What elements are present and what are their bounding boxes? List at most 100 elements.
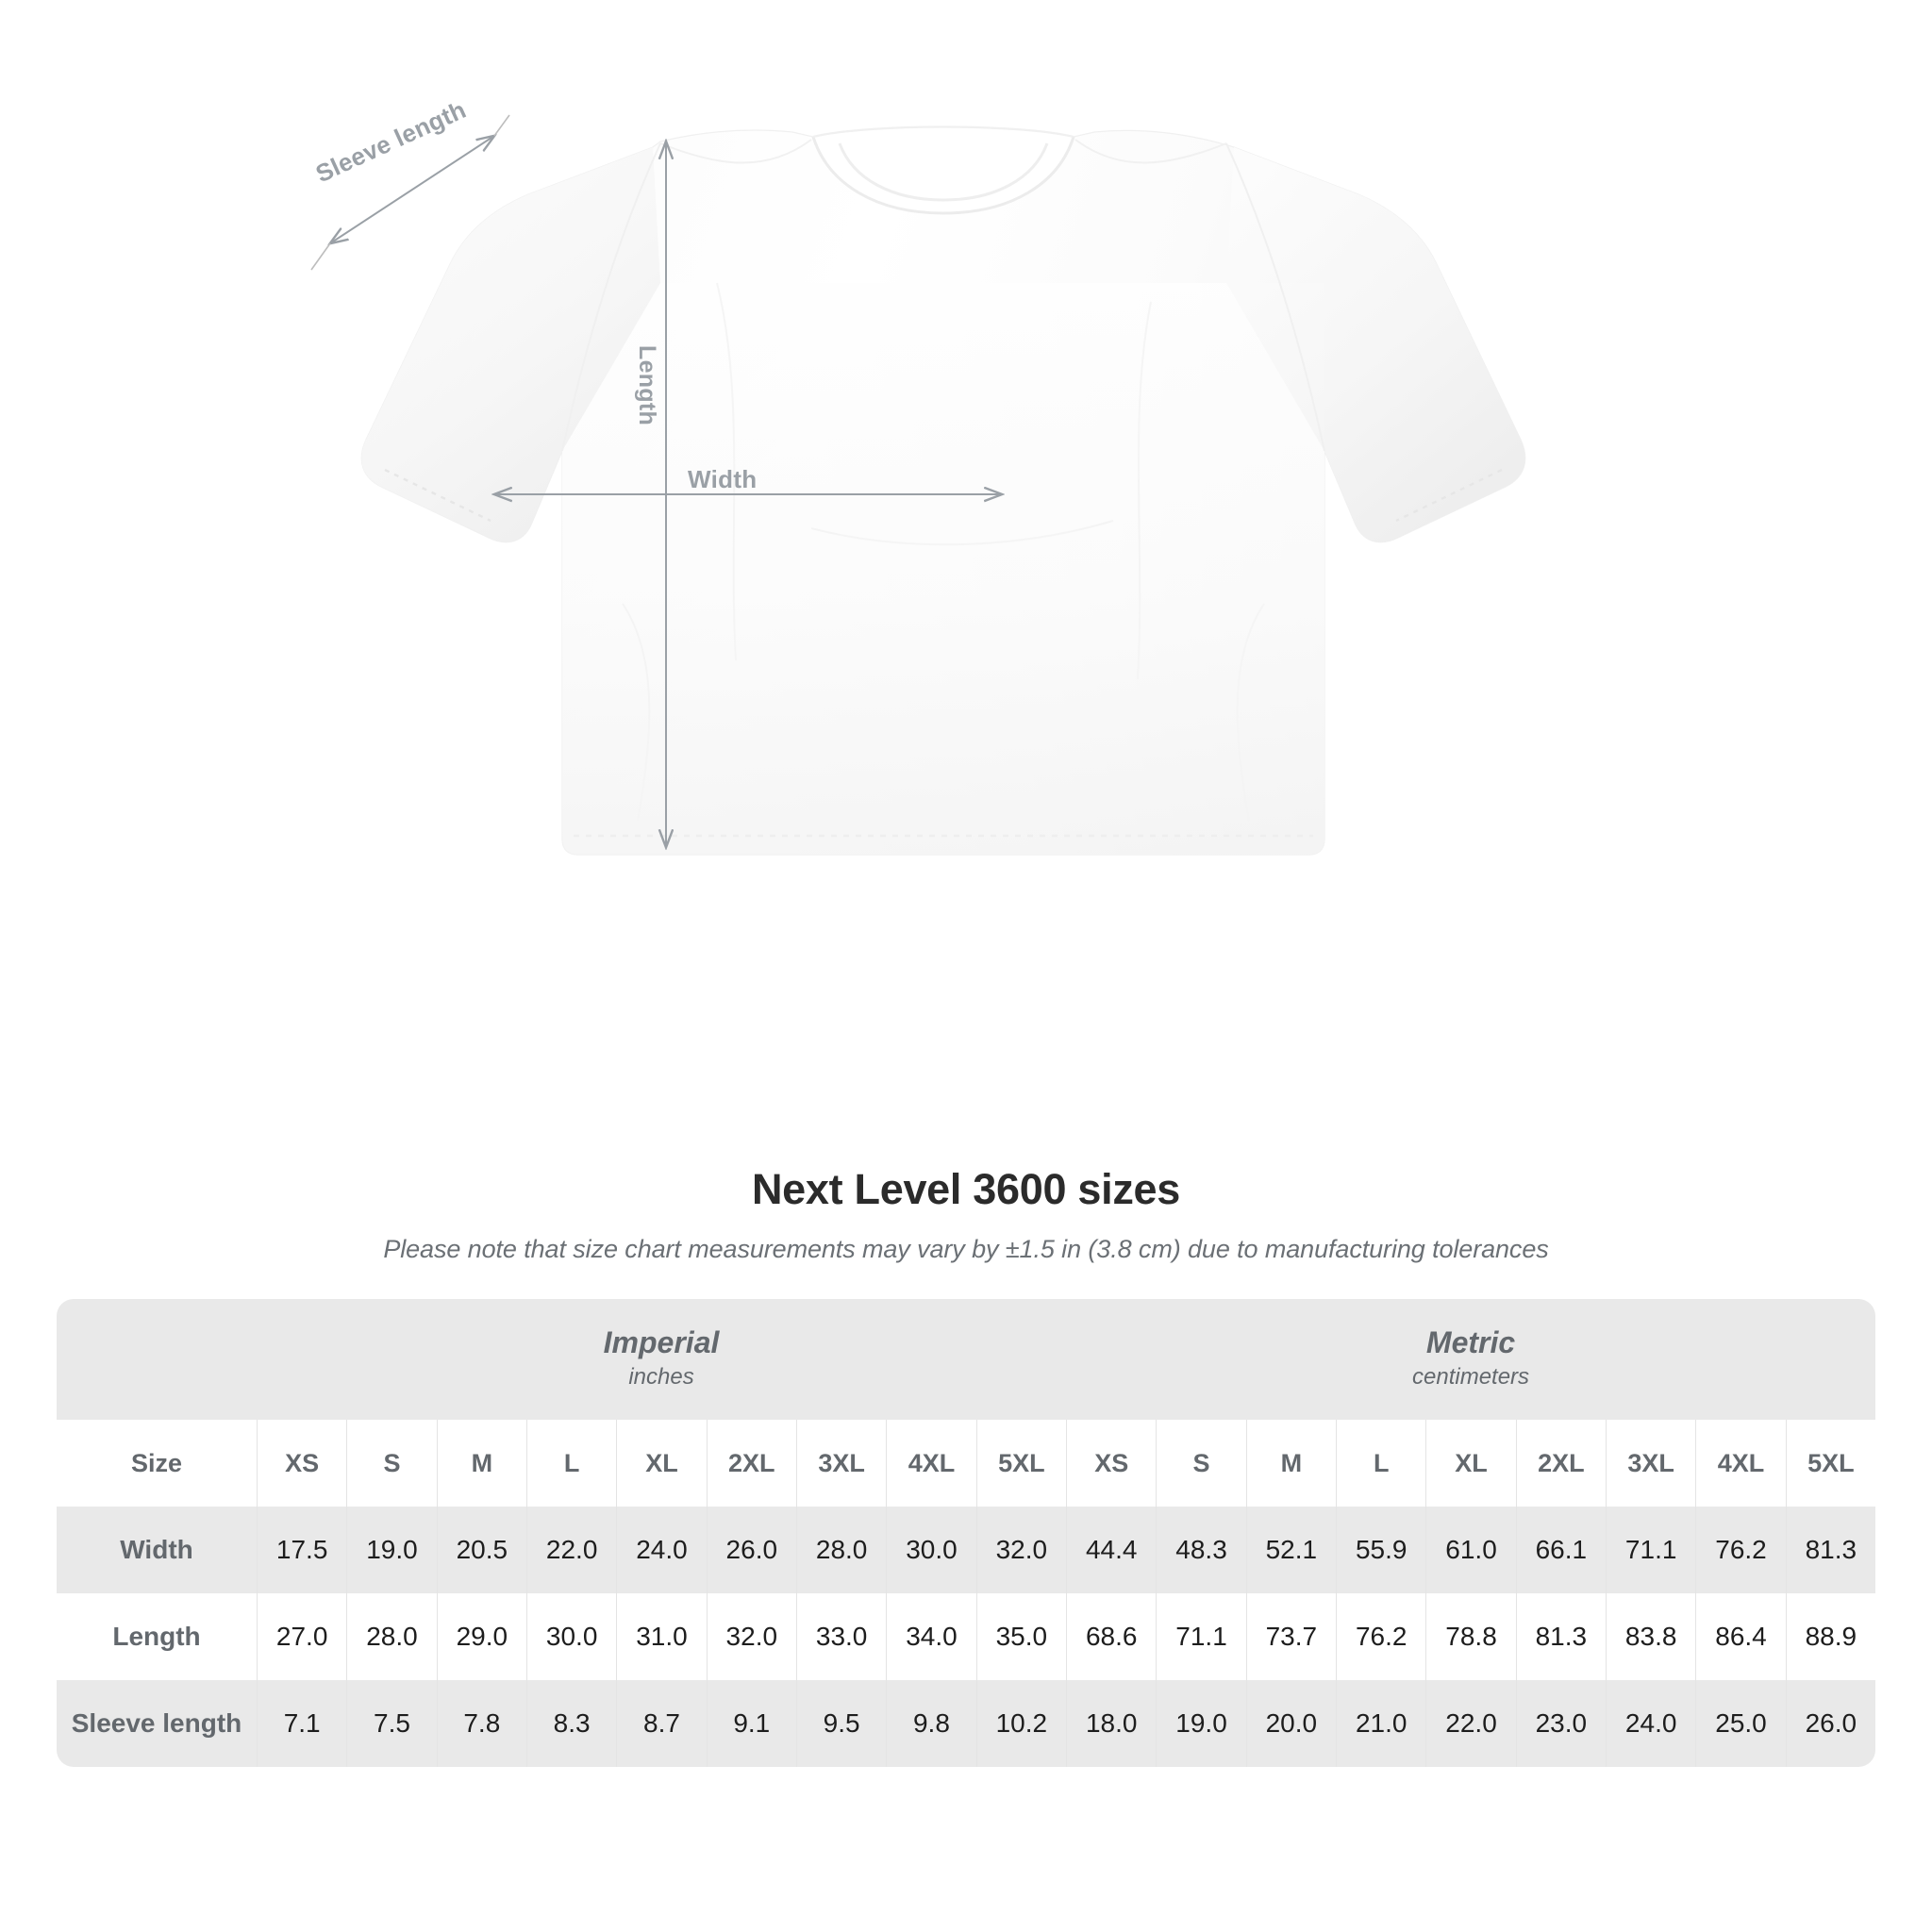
tshirt-illustration-svg [310,114,1526,856]
measurement-cell: 23.0 [1515,1680,1607,1767]
measurement-cell: 8.7 [616,1680,707,1767]
table-row: Length 27.0 28.0 29.0 30.0 31.0 32.0 33.0 34.0 35… [57,1593,1876,1680]
measurement-cell: 52.1 [1245,1507,1337,1593]
size-column-header: M [1245,1420,1337,1507]
measurement-cell: 7.5 [346,1680,437,1767]
size-column-header: 2XL [1515,1420,1607,1507]
tshirt-diagram: Sleeve length Length Width [310,95,1526,856]
size-column-header: XS [257,1420,347,1507]
measurement-cell: 68.6 [1066,1593,1157,1680]
length-label: Length [634,345,660,426]
unit-header-imperial: Imperial inches [257,1299,1067,1420]
measurement-cell: 21.0 [1336,1680,1426,1767]
unit-header-row: Imperial inches Metric centimeters [57,1299,1876,1420]
unit-subtitle: centimeters [1412,1364,1530,1391]
measurement-cell: 9.1 [706,1680,796,1767]
measurement-cell: 28.0 [795,1507,887,1593]
unit-name: Imperial [603,1325,720,1360]
measurement-cell: 20.5 [436,1507,526,1593]
measurement-cell: 18.0 [1066,1680,1157,1767]
measurement-cell: 19.0 [1156,1680,1246,1767]
size-column-header: XL [616,1420,707,1507]
measurement-cell: 26.0 [706,1507,796,1593]
size-column-header: 3XL [1606,1420,1696,1507]
measurement-cell: 26.0 [1785,1680,1876,1767]
left-shoulder-seam [659,139,812,164]
measurement-cell: 88.9 [1785,1593,1876,1680]
measurement-cell: 81.3 [1785,1507,1876,1593]
measurement-cell: 33.0 [795,1593,887,1680]
measurement-cell: 81.3 [1515,1593,1607,1680]
unit-header-spacer [57,1299,257,1420]
measurement-cell: 48.3 [1156,1507,1246,1593]
unit-name: Metric [1425,1325,1516,1360]
torso-shading [562,283,1324,855]
sleeve-extension-lower [310,242,331,271]
measurement-row-label: Sleeve length [57,1680,257,1767]
measurement-cell: 8.3 [525,1680,617,1767]
measurement-cell: 44.4 [1066,1507,1157,1593]
measurement-cell: 25.0 [1695,1680,1786,1767]
measurement-cell: 30.0 [886,1507,976,1593]
left-armhole-seam [561,142,661,452]
right-shoulder-seam [1074,139,1227,164]
table-row: Width 17.5 19.0 20.5 22.0 24.0 26.0 28.0 30.0 32.… [57,1507,1876,1593]
left-sleeve-shading [361,147,660,542]
right-armhole-seam [1225,142,1325,452]
right-sleeve-hem [1395,468,1503,523]
size-column-header: 2XL [706,1420,796,1507]
size-column-header: M [436,1420,526,1507]
tshirt-shape [360,125,1526,856]
measurement-cell: 76.2 [1336,1593,1426,1680]
measurement-cell: 66.1 [1515,1507,1607,1593]
size-header-row: Size XS S M L XL 2XL 3XL 4XL 5XL XS S M L XL 2XL 3XL 4XL 5… [57,1420,1876,1507]
measurement-cell: 28.0 [346,1593,437,1680]
measurement-cell: 17.5 [257,1507,347,1593]
width-label: Width [688,465,758,493]
measurement-cell: 35.0 [975,1593,1067,1680]
collar-inner [838,142,1049,202]
measurement-cell: 22.0 [1425,1680,1516,1767]
size-column-header: XS [1066,1420,1157,1507]
measurement-row-label: Width [57,1507,257,1593]
table-row: Sleeve length 7.1 7.5 7.8 8.3 8.7 9.1 9.5 9.8 10.… [57,1680,1876,1767]
neck-tape [812,125,1074,139]
sleeve-extension-upper [493,114,510,137]
size-chart-table: Imperial inches Metric centimeters Size XS S M L… [57,1299,1876,1767]
left-sleeve-hem [384,468,491,523]
measurement-cell: 9.5 [795,1680,887,1767]
size-column-header: 5XL [1785,1420,1876,1507]
right-sleeve-shading [1226,147,1525,542]
measurement-cell: 71.1 [1156,1593,1246,1680]
measurement-cell: 71.1 [1606,1507,1696,1593]
size-column-header: 4XL [1695,1420,1786,1507]
measurement-cell: 24.0 [616,1507,707,1593]
measurement-cell: 19.0 [346,1507,437,1593]
measurement-cell: 7.1 [257,1680,347,1767]
measurement-cell: 9.8 [886,1680,976,1767]
measurement-cell: 34.0 [886,1593,976,1680]
size-column-header: 3XL [795,1420,887,1507]
sleeve-length-arrow [330,136,494,243]
size-column-header: S [1156,1420,1246,1507]
measurement-cell: 29.0 [436,1593,526,1680]
tolerance-note: Please note that size chart measurements… [383,1235,1549,1263]
measurement-cell: 20.0 [1245,1680,1337,1767]
measurement-cell: 32.0 [706,1593,796,1680]
size-chart-table-wrapper: Imperial inches Metric centimeters Size XS S M L… [57,1299,1876,1767]
measurement-cell: 86.4 [1695,1593,1786,1680]
unit-header-metric: Metric centimeters [1066,1299,1876,1420]
sleeve-length-guide [310,114,510,271]
measurement-cell: 55.9 [1336,1507,1426,1593]
collar-outer [811,136,1075,215]
measurement-cell: 78.8 [1425,1593,1516,1680]
measurement-cell: 83.8 [1606,1593,1696,1680]
measurement-cell: 73.7 [1245,1593,1337,1680]
size-column-header: 5XL [975,1420,1067,1507]
measurement-cell: 24.0 [1606,1680,1696,1767]
measurement-cell: 31.0 [616,1593,707,1680]
unit-subtitle: inches [628,1364,694,1391]
size-row-header-label: Size [57,1420,257,1507]
measurement-row-label: Length [57,1593,257,1680]
measurement-cell: 22.0 [525,1507,617,1593]
